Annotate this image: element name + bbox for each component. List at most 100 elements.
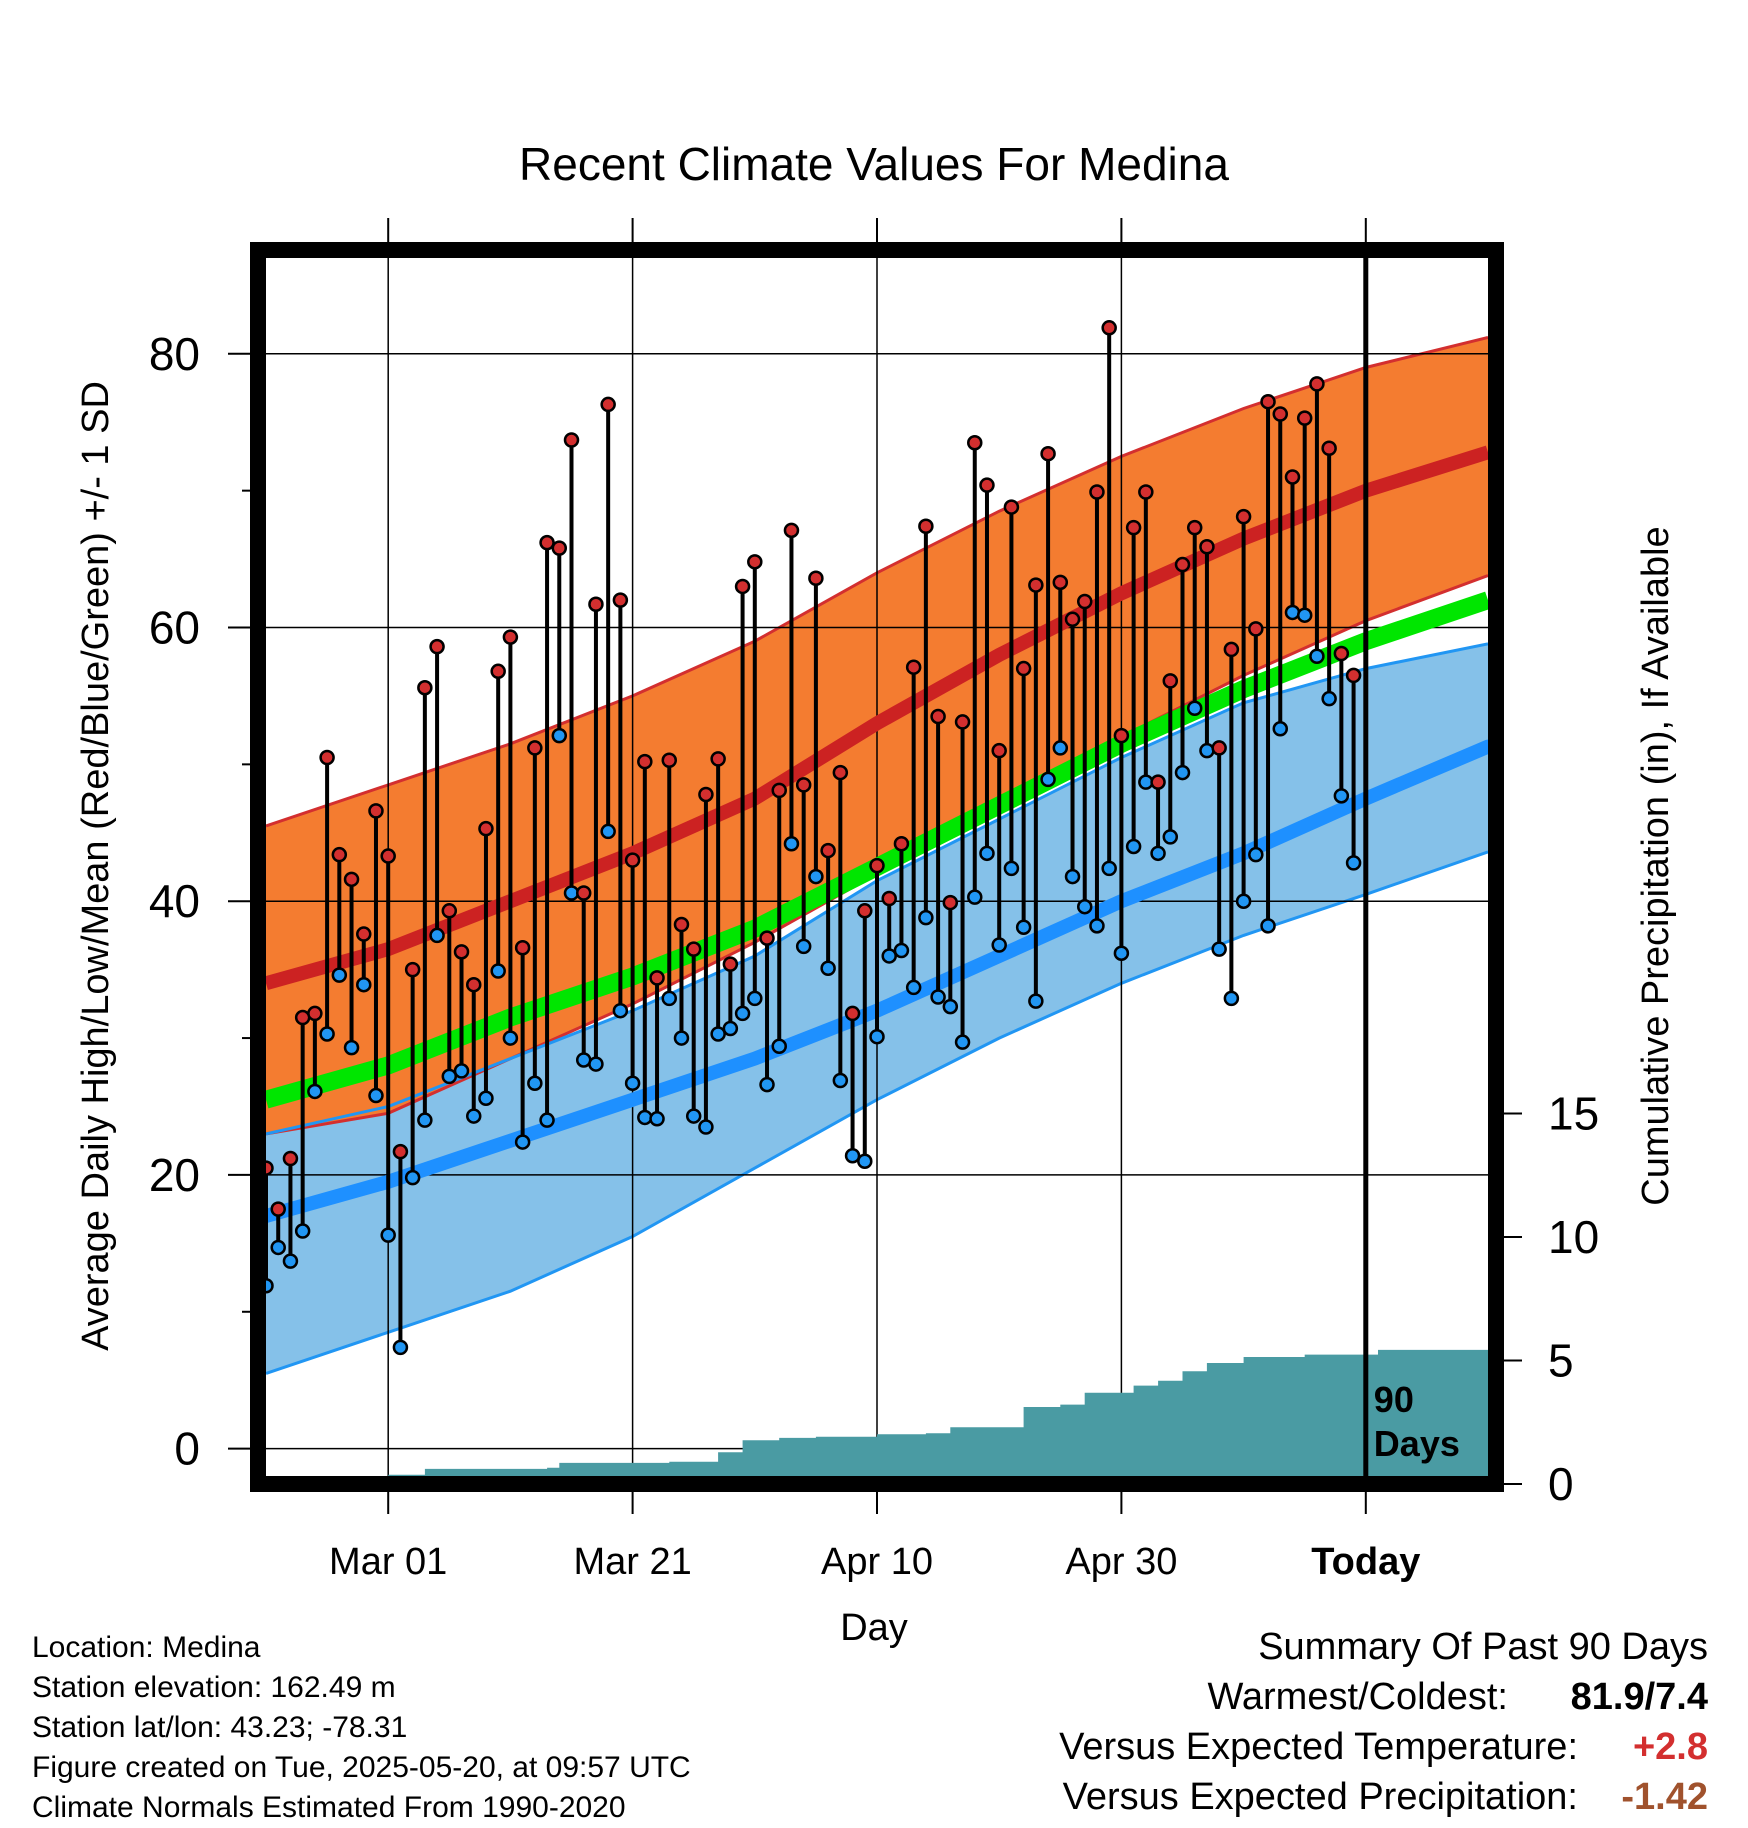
low-point: [1211, 941, 1227, 957]
high-point: [918, 518, 934, 534]
low-point: [1272, 721, 1289, 737]
chart-title: Recent Climate Values For Medina: [519, 138, 1229, 190]
high-point: [954, 714, 971, 730]
created-text: Figure created on Tue, 2025-05-20, at 09…: [32, 1751, 691, 1784]
daily-points: [258, 320, 1362, 1356]
warmest-row: Warmest/Coldest: 81.9/7.4: [948, 1672, 1708, 1722]
high-point: [551, 540, 568, 556]
high-point: [1150, 774, 1166, 790]
high-point: [527, 740, 543, 756]
low-point: [1223, 990, 1240, 1007]
y-tick-label: 60: [149, 602, 200, 654]
high-point: [404, 961, 421, 978]
low-point: [356, 976, 372, 993]
low-point: [270, 1239, 286, 1256]
low-point: [734, 1005, 751, 1022]
low-point: [380, 1227, 396, 1243]
high-point: [539, 534, 555, 551]
normals-text: Climate Normals Estimated From 1990-2020: [32, 1791, 626, 1824]
low-point: [588, 1056, 604, 1072]
low-point: [527, 1075, 543, 1091]
precip-area: [266, 1349, 1488, 1476]
high-point: [857, 903, 873, 919]
low-point: [478, 1090, 494, 1107]
low-point: [1125, 838, 1142, 855]
x-tick-label: Mar 21: [573, 1541, 691, 1583]
daily-stems: [264, 327, 1356, 1348]
today-label-days-count: 90: [1374, 1379, 1414, 1420]
summary-title: Summary Of Past 90 Days: [1258, 1626, 1708, 1668]
precip-value: -1.42: [1621, 1776, 1708, 1818]
low-point: [649, 1111, 665, 1127]
low-point: [710, 1026, 726, 1042]
low-point: [1296, 607, 1313, 623]
high-point: [1003, 499, 1020, 515]
low-point: [1064, 868, 1081, 885]
high-point: [1040, 445, 1056, 462]
high-point: [417, 679, 433, 696]
high-point: [319, 749, 335, 766]
precip-label: Versus Expected Precipitation:: [1062, 1776, 1578, 1818]
low-point: [368, 1087, 384, 1104]
high-point: [844, 1005, 861, 1022]
low-point: [417, 1112, 433, 1128]
x-tick-label: Apr 10: [821, 1541, 933, 1583]
high-point: [380, 848, 396, 864]
low-point: [502, 1030, 519, 1046]
precip-area-fill: [266, 1349, 1488, 1476]
low-point: [1101, 860, 1117, 877]
low-point: [1015, 919, 1032, 935]
low-point: [331, 967, 348, 983]
high-point: [392, 1143, 409, 1160]
y2-tick-label: 5: [1548, 1335, 1574, 1387]
high-point: [832, 764, 849, 781]
x-tick-label: Apr 30: [1065, 1541, 1177, 1583]
low-point: [991, 937, 1007, 953]
high-point: [270, 1201, 286, 1217]
y-tick-label: 80: [149, 328, 200, 380]
high-point: [1284, 469, 1301, 485]
summary-panel: Summary Of Past 90 Days Warmest/Coldest:…: [948, 1622, 1708, 1822]
high-point: [1101, 320, 1117, 336]
low-point: [1284, 604, 1301, 621]
high-point: [673, 916, 690, 933]
low-point: [881, 948, 897, 964]
high-point: [307, 1005, 323, 1022]
high-point: [1199, 539, 1215, 555]
high-point: [453, 944, 470, 960]
high-point: [795, 777, 812, 793]
low-point: [392, 1339, 409, 1356]
low-point: [698, 1119, 714, 1135]
low-point: [771, 1038, 787, 1055]
low-point: [1186, 700, 1203, 716]
y-tick-label: 0: [174, 1423, 200, 1475]
low-point: [637, 1109, 653, 1126]
high-point: [1138, 484, 1154, 500]
high-point: [1321, 440, 1337, 456]
high-point: [1089, 484, 1105, 500]
high-point: [930, 708, 946, 725]
high-point: [490, 663, 506, 680]
low-point: [624, 1075, 641, 1091]
high-point: [1248, 621, 1264, 637]
low-point: [1235, 893, 1252, 909]
high-point: [1113, 727, 1130, 744]
high-point: [429, 638, 445, 655]
low-point: [1174, 764, 1191, 781]
low-point: [1199, 742, 1215, 759]
low-point: [551, 727, 568, 744]
high-point: [685, 941, 702, 957]
high-point: [368, 803, 384, 819]
high-point: [1235, 508, 1252, 525]
high-point: [710, 751, 726, 767]
high-point: [698, 786, 714, 803]
low-point: [441, 1068, 458, 1085]
low-point: [1113, 945, 1130, 961]
high-point: [820, 842, 836, 859]
high-point: [783, 522, 800, 539]
low-point: [857, 1153, 873, 1169]
high-point: [1028, 577, 1044, 593]
x-tick-label: Mar 01: [329, 1541, 447, 1583]
